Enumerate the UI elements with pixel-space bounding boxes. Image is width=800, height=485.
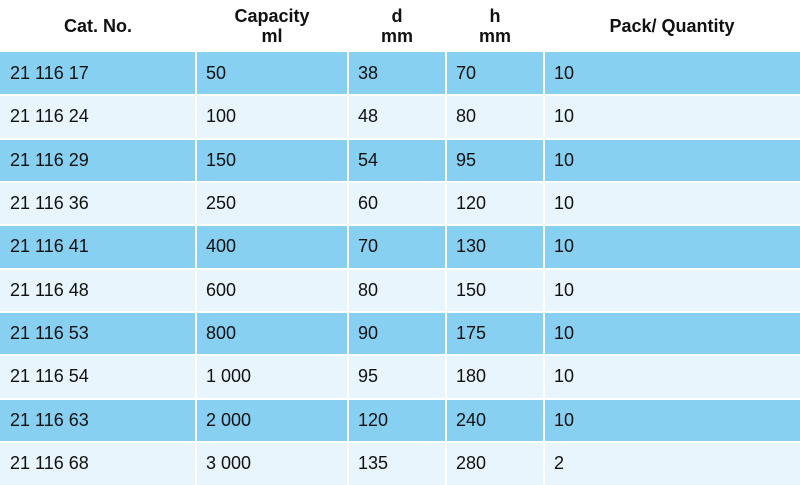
header-capacity-unit: ml <box>261 26 283 46</box>
capacity-cell: 2 000 <box>206 409 252 430</box>
capacity-cell: 600 <box>206 279 237 300</box>
pack-quantity-cell: 10 <box>554 322 575 343</box>
header-capacity: Capacity ml <box>196 0 348 52</box>
header-h-label: h <box>489 6 501 26</box>
table-row: 21 116 24 100 48 80 10 <box>0 95 800 139</box>
column-divider <box>543 52 545 485</box>
row-divider <box>0 267 800 270</box>
capacity-cell: 50 <box>206 63 227 83</box>
row-divider <box>0 180 800 183</box>
header-pack-quantity: Pack/ Quantity <box>544 0 800 52</box>
row-divider <box>0 137 800 140</box>
h-cell: 180 <box>456 366 487 387</box>
table-row: 21 116 41 400 70 130 10 <box>0 225 800 269</box>
d-cell: 90 <box>358 322 379 343</box>
header-pack-quantity-label: Pack/ Quantity <box>609 16 735 36</box>
table-row: 21 116 53 800 90 175 10 <box>0 311 800 355</box>
header-h-unit: mm <box>478 26 511 46</box>
h-cell: 95 <box>456 149 477 170</box>
capacity-cell: 400 <box>206 236 237 257</box>
header-capacity-label: Capacity <box>234 6 310 26</box>
h-cell: 240 <box>456 409 487 430</box>
cat-no-cell: 21 116 54 <box>10 366 89 387</box>
header-cat-no: Cat. No. <box>0 0 196 52</box>
cat-no-cell: 21 116 41 <box>10 236 89 257</box>
capacity-cell: 1 000 <box>206 366 252 387</box>
row-divider <box>0 354 800 357</box>
h-cell: 70 <box>456 63 477 83</box>
cat-no-cell: 21 116 29 <box>10 149 89 170</box>
column-divider <box>445 52 447 485</box>
capacity-cell: 3 000 <box>206 452 252 473</box>
row-divider <box>0 310 800 313</box>
cat-no-cell: 21 116 24 <box>10 106 89 127</box>
pack-quantity-cell: 10 <box>554 279 575 300</box>
table-row: 21 116 17 50 38 70 10 <box>0 52 800 95</box>
table-header: Cat. No. Capacity ml d mm h mm Pack/ Qua… <box>0 0 800 52</box>
d-cell: 60 <box>358 192 379 213</box>
h-cell: 175 <box>456 322 487 343</box>
capacity-cell: 800 <box>206 322 237 343</box>
d-cell: 135 <box>358 452 389 473</box>
row-divider <box>0 224 800 227</box>
pack-quantity-cell: 2 <box>554 452 565 473</box>
table-row: 21 116 29 150 54 95 10 <box>0 138 800 182</box>
cat-no-cell: 21 116 48 <box>10 279 89 300</box>
d-cell: 48 <box>358 106 379 127</box>
h-cell: 130 <box>456 236 487 257</box>
capacity-cell: 150 <box>206 149 237 170</box>
pack-quantity-cell: 10 <box>554 366 575 387</box>
d-cell: 70 <box>358 236 379 257</box>
row-divider <box>0 94 800 97</box>
pack-quantity-cell: 10 <box>554 149 575 170</box>
table-row: 21 116 68 3 000 135 280 2 <box>0 441 800 485</box>
cat-no-cell: 21 116 53 <box>10 322 89 343</box>
pack-quantity-cell: 10 <box>554 192 575 213</box>
capacity-cell: 100 <box>206 106 237 127</box>
cat-no-cell: 21 116 63 <box>10 409 89 430</box>
pack-quantity-cell: 10 <box>554 106 575 127</box>
table-row: 21 116 48 600 80 150 10 <box>0 268 800 312</box>
pack-quantity-cell: 10 <box>554 409 575 430</box>
h-cell: 150 <box>456 279 487 300</box>
d-cell: 80 <box>358 279 379 300</box>
header-h: h mm <box>446 0 544 52</box>
pack-quantity-cell: 10 <box>554 63 575 83</box>
cat-no-cell: 21 116 36 <box>10 192 89 213</box>
d-cell: 95 <box>358 366 379 387</box>
table-row: 21 116 54 1 000 95 180 10 <box>0 355 800 399</box>
column-divider <box>195 52 197 485</box>
row-divider <box>0 440 800 443</box>
header-cat-no-label: Cat. No. <box>63 16 132 36</box>
cat-no-cell: 21 116 17 <box>10 63 89 83</box>
header-d-unit: mm <box>380 26 413 46</box>
table-row: 21 116 63 2 000 120 240 10 <box>0 398 800 442</box>
d-cell: 54 <box>358 149 379 170</box>
header-d-label: d <box>391 6 403 26</box>
capacity-cell: 250 <box>206 192 237 213</box>
pack-quantity-cell: 10 <box>554 236 575 257</box>
table-row: 21 116 36 250 60 120 10 <box>0 181 800 225</box>
cat-no-cell: 21 116 68 <box>10 452 89 473</box>
h-cell: 120 <box>456 192 487 213</box>
h-cell: 280 <box>456 452 487 473</box>
header-d: d mm <box>348 0 446 52</box>
h-cell: 80 <box>456 106 477 127</box>
d-cell: 120 <box>358 409 389 430</box>
d-cell: 38 <box>358 63 379 83</box>
row-divider <box>0 397 800 400</box>
column-divider <box>347 52 349 485</box>
